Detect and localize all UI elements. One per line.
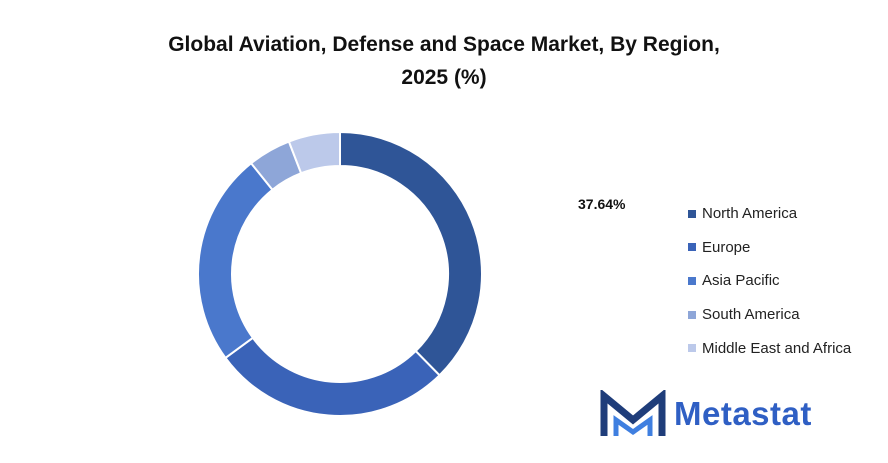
legend-label: North America [702,205,798,223]
legend-swatch [688,243,696,252]
data-label-north-america: 37.64% [578,196,626,212]
donut-slice-asia-pacific [197,161,274,360]
chart-title: Global Aviation, Defense and Space Marke… [0,28,888,94]
legend-label: Europe [702,238,751,256]
legend-item-europe: Europe [688,231,851,265]
legend-item-north-america: North America [688,197,851,231]
donut-slice-north-america [339,130,483,377]
metastat-m-icon [600,390,666,436]
legend-swatch [688,310,696,319]
legend-label: South America [702,306,800,324]
chart-title-line-2: 2025 (%) [401,66,487,89]
legend-item-south-america: South America [688,298,851,332]
legend-label: Asia Pacific [702,272,780,290]
legend-swatch [688,344,696,353]
legend-swatch [688,276,696,285]
legend-swatch [688,209,696,218]
donut-slice-europe [224,336,441,417]
metastat-logo: Metastat [600,390,812,438]
legend-item-middle-east-and-africa: Middle East and Africa [688,331,851,365]
legend-label: Middle East and Africa [702,339,852,357]
chart-title-line-1: Global Aviation, Defense and Space Marke… [168,33,720,56]
logo-text: Metastat [674,395,812,432]
chart-legend: North America Europe Asia Pacific South Ame… [688,197,851,365]
legend-item-asia-pacific: Asia Pacific [688,264,851,298]
donut-slice-middle-east-and-africa [287,130,341,175]
